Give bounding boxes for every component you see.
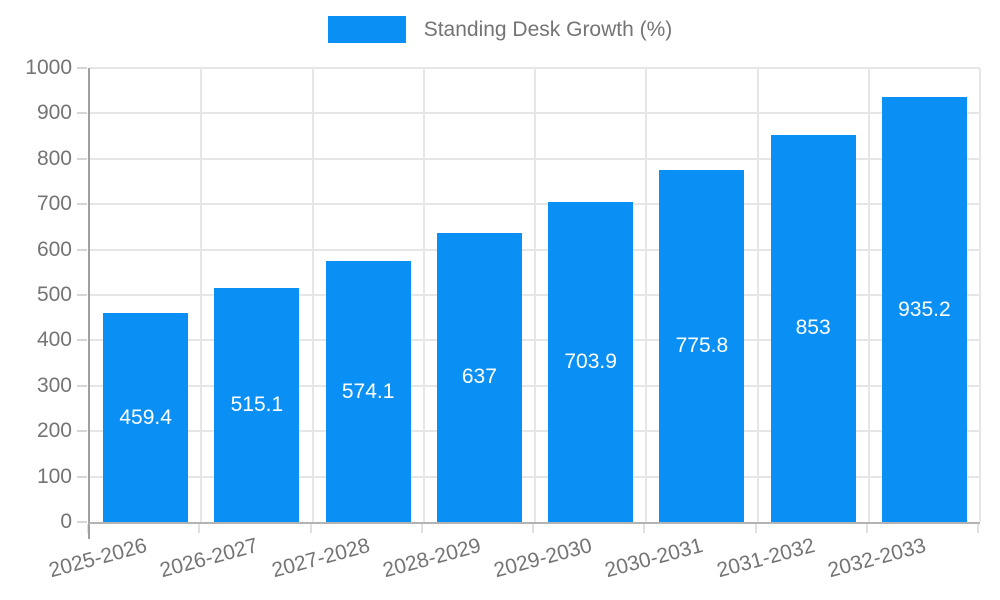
x-tick-mark-4 (532, 524, 534, 533)
x-tick-mark-2 (309, 524, 312, 533)
x-tick-mark-3 (420, 524, 423, 533)
y-tick-label-800: 800 (36, 146, 72, 170)
y-tick-mark-900 (77, 112, 87, 115)
bar-value-label-2032-2033: 935.2 (898, 297, 951, 321)
bar-value-label-2028-2029: 637 (461, 365, 497, 389)
bar-2030-2031: 775.8 (659, 169, 745, 522)
y-tick-label-100: 100 (36, 464, 72, 488)
x-tick-label-2025-2026: 2025-2026 (46, 534, 150, 583)
y-tick-label-300: 300 (36, 373, 72, 397)
x-tick-label-2030-2031: 2030-2031 (602, 534, 706, 583)
x-tick-mark-5 (643, 524, 646, 533)
gridline-v-5 (645, 68, 648, 522)
x-tick-label-2029-2030: 2029-2030 (491, 534, 595, 583)
x-tick-label-2028-2029: 2028-2029 (380, 534, 484, 583)
y-tick-label-1000: 1000 (25, 56, 72, 79)
gridline-v-4 (534, 68, 536, 522)
y-tick-mark-500 (77, 294, 87, 296)
bar-2031-2032: 853 (770, 134, 856, 522)
y-tick-label-900: 900 (36, 101, 72, 125)
bar-value-label-2031-2032: 853 (795, 316, 831, 340)
gridline-v-7 (867, 68, 870, 522)
x-tick-label-2026-2027: 2026-2027 (157, 534, 261, 583)
gridline-v-2 (311, 68, 314, 522)
x-tick-mark-1 (198, 524, 201, 533)
y-tick-mark-1000 (77, 67, 87, 69)
x-tick-label-2027-2028: 2027-2028 (269, 534, 373, 583)
bar-2028-2029: 637 (436, 232, 522, 522)
y-tick-mark-200 (77, 430, 87, 433)
y-tick-mark-400 (77, 339, 87, 342)
bar-2027-2028: 574.1 (325, 261, 411, 522)
x-tick-mark-8 (977, 524, 979, 533)
plot-area: 459.4 515.1 574.1 637 703.9 775.8 853 935.2 (88, 67, 981, 524)
x-tick-label-2031-2032: 2031-2032 (714, 534, 818, 583)
y-tick-label-400: 400 (36, 328, 72, 352)
bar-value-label-2025-2026: 459.4 (119, 405, 172, 429)
y-tick-mark-100 (77, 475, 87, 478)
y-tick-label-200: 200 (36, 419, 72, 443)
gridline-v-6 (756, 68, 759, 522)
gridline-v-8 (979, 68, 981, 522)
gridline-v-3 (422, 68, 425, 522)
x-tick-mark-6 (754, 524, 757, 533)
legend-color-swatch (327, 16, 406, 43)
y-tick-label-600: 600 (36, 237, 72, 261)
y-tick-mark-700 (77, 203, 87, 206)
x-tick-label-2032-2033: 2032-2033 (825, 534, 929, 583)
gridline-v-1 (200, 68, 203, 522)
bar-value-label-2030-2031: 775.8 (675, 333, 729, 357)
y-tick-label-700: 700 (36, 192, 72, 216)
y-tick-mark-300 (77, 384, 87, 387)
bar-2032-2033: 935.2 (881, 97, 967, 522)
legend-label: Standing Desk Growth (%) (423, 17, 673, 41)
bar-value-label-2027-2028: 574.1 (341, 379, 395, 403)
x-tick-mark-7 (865, 524, 868, 533)
y-tick-label-500: 500 (36, 283, 72, 306)
bar-2029-2030: 703.9 (548, 202, 634, 522)
y-tick-mark-800 (77, 157, 87, 160)
bar-2026-2027: 515.1 (214, 288, 300, 522)
bar-value-label-2029-2030: 703.9 (564, 350, 617, 374)
y-tick-mark-0 (77, 521, 87, 523)
y-tick-label-0: 0 (60, 510, 72, 533)
legend-item-standing-desk-growth[interactable]: Standing Desk Growth (%) (327, 16, 673, 43)
chart-legend: Standing Desk Growth (%) (0, 16, 1000, 43)
y-tick-mark-600 (77, 248, 87, 251)
bar-2025-2026: 459.4 (103, 313, 189, 522)
y-axis-spur (88, 524, 90, 539)
bar-value-label-2026-2027: 515.1 (230, 393, 284, 417)
